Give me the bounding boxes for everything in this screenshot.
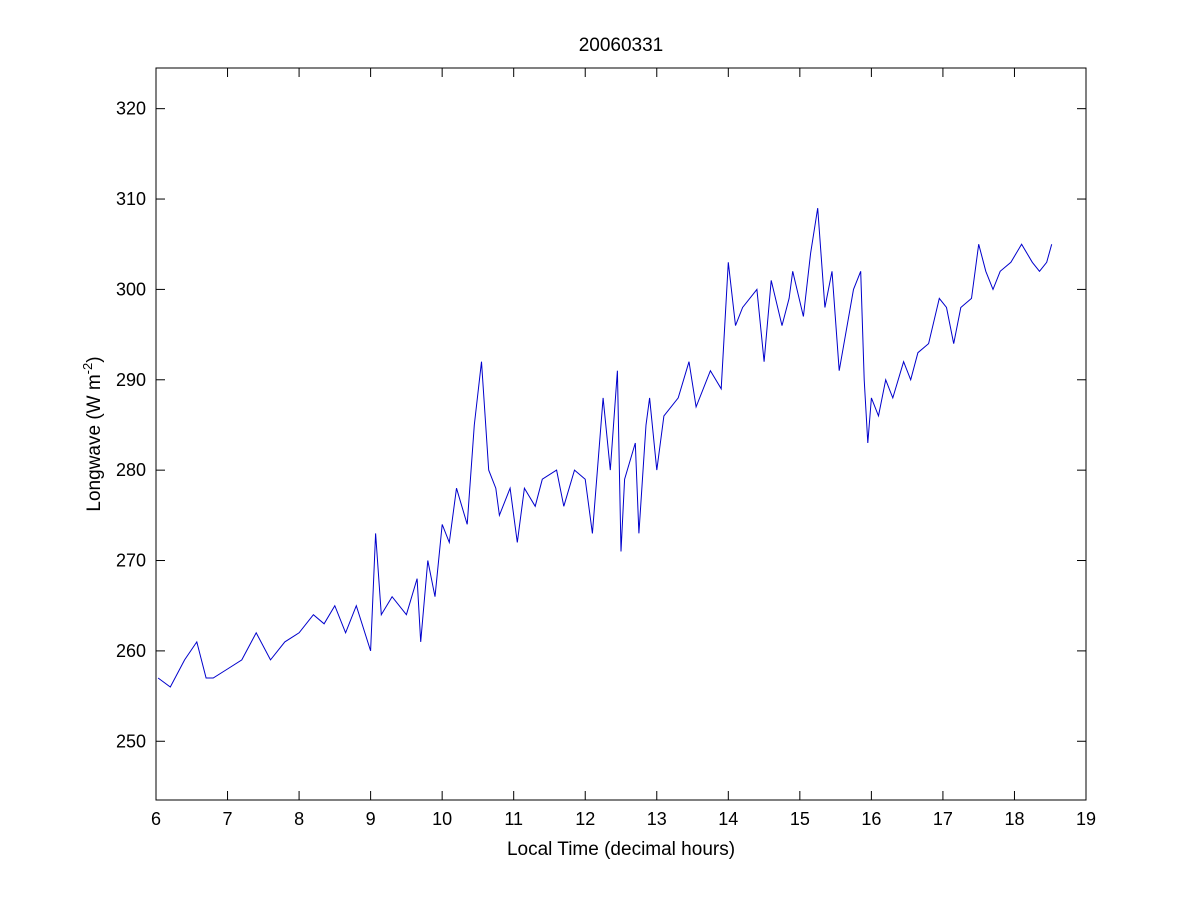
chart-title: 20060331 xyxy=(579,35,664,56)
x-axis-ticks xyxy=(155,68,1087,800)
x-tick-label-10: 10 xyxy=(432,809,452,829)
y-tick-label-270: 270 xyxy=(116,551,146,571)
plot-area xyxy=(156,68,1086,800)
x-tick-label-18: 18 xyxy=(1004,809,1024,829)
y-axis-ticks xyxy=(156,108,1086,742)
x-tick-label-14: 14 xyxy=(718,809,738,829)
x-tick-label-7: 7 xyxy=(223,809,233,829)
y-tick-label-290: 290 xyxy=(116,370,146,390)
plot-frame xyxy=(155,67,1087,801)
y-axis-title: Longwave (W m-2) xyxy=(80,356,105,511)
x-tick-label-15: 15 xyxy=(790,809,810,829)
y-tick-label-260: 260 xyxy=(116,641,146,661)
y-tick-label-320: 320 xyxy=(116,99,146,119)
y-axis-title-main: Longwave (W m xyxy=(84,374,105,511)
x-axis-title: Local Time (decimal hours) xyxy=(507,839,735,860)
x-axis-tick-labels: 6 7 8 9 10 11 12 13 14 15 16 17 18 19 xyxy=(151,809,1096,829)
y-tick-label-280: 280 xyxy=(116,460,146,480)
y-axis-tick-labels: 250 260 270 280 290 300 310 320 xyxy=(116,99,146,752)
y-tick-label-310: 310 xyxy=(116,189,146,209)
longwave-series-line xyxy=(157,208,1053,688)
x-tick-label-11: 11 xyxy=(504,809,523,829)
x-tick-label-19: 19 xyxy=(1076,809,1096,829)
x-tick-label-6: 6 xyxy=(151,809,161,829)
x-tick-label-9: 9 xyxy=(366,809,376,829)
y-axis-title-close: ) xyxy=(84,356,105,362)
x-tick-label-12: 12 xyxy=(575,809,595,829)
x-tick-label-17: 17 xyxy=(933,809,953,829)
x-tick-label-8: 8 xyxy=(294,809,304,829)
x-tick-label-13: 13 xyxy=(647,809,667,829)
y-axis-title-superscript: -2 xyxy=(80,363,95,375)
x-tick-label-16: 16 xyxy=(861,809,881,829)
y-tick-label-300: 300 xyxy=(116,279,146,299)
y-tick-label-250: 250 xyxy=(116,731,146,751)
